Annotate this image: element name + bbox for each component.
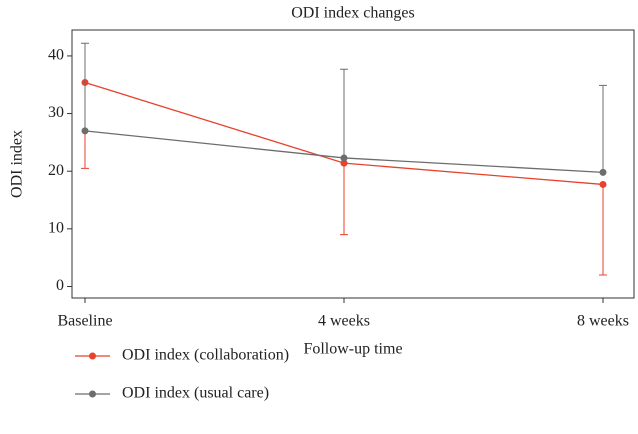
plot-frame [71, 29, 635, 299]
legend-marker [89, 352, 96, 360]
point [81, 127, 89, 135]
legend-label: ODI index (collaboration) [122, 347, 289, 364]
x-axis-label: Follow-up time [303, 341, 402, 358]
y-tick-label: 10 [48, 220, 64, 237]
error-bar [81, 42, 89, 131]
chart-title: ODI index changes [291, 5, 415, 22]
point [599, 168, 607, 176]
legend-marker [89, 390, 96, 398]
error-bar [340, 163, 348, 236]
x-tick-label: 8 weeks [577, 313, 629, 330]
y-tick-label: 0 [56, 277, 64, 294]
x-tick-label: 4 weeks [318, 313, 370, 330]
y-axis-label: ODI index [9, 130, 26, 198]
y-tick-label: 20 [48, 162, 64, 179]
point [599, 180, 607, 188]
point [340, 154, 348, 162]
legend-label: ODI index (usual care) [122, 385, 269, 402]
error-bar [599, 84, 607, 173]
error-bar [599, 184, 607, 276]
point [340, 159, 348, 167]
x-tick-label: Baseline [57, 313, 112, 330]
y-tick-label: 30 [48, 104, 64, 121]
error-bar [340, 68, 348, 158]
y-tick-label: 40 [48, 47, 64, 64]
